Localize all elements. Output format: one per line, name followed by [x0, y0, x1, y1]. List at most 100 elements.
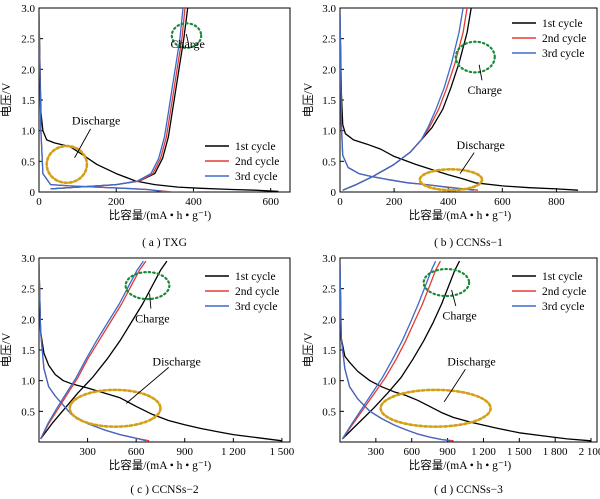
x-tick-label: 600 — [128, 446, 145, 458]
x-tick-label: 900 — [176, 446, 193, 458]
y-tick-label: 2.5 — [21, 34, 35, 46]
x-tick-label: 0 — [337, 196, 343, 208]
y-tick-label: 2.5 — [21, 284, 35, 296]
y-axis-label: 电压/V — [0, 82, 13, 117]
x-axis-label: 比容量/(mA • h • g⁻¹) — [409, 208, 512, 222]
legend-label: 1st cycle — [542, 271, 583, 283]
discharge-label: Discharge — [456, 138, 504, 152]
panel-caption: ( c ) CCNSs−2 — [130, 484, 198, 496]
charge-ellipse — [454, 40, 496, 74]
panel-caption: ( b ) CCNSs−1 — [434, 237, 503, 249]
legend-label: 1st cycle — [235, 141, 276, 153]
y-tick-label: 0 — [331, 187, 337, 199]
y-tick-label: 2.0 — [322, 64, 336, 76]
y-tick-label: 0.5 — [322, 406, 336, 418]
series-line-1st-cycle-charge — [342, 8, 472, 191]
x-tick-label: 1 500 — [507, 446, 532, 458]
series-line-3rd-cycle — [39, 14, 198, 192]
series-line-1st-cycle — [39, 264, 282, 442]
y-axis-label: 电压/V — [302, 332, 315, 367]
y-tick-label: 3.0 — [21, 253, 35, 265]
x-tick-label: 1 200 — [221, 446, 246, 458]
charge-label: Charge — [170, 37, 204, 51]
x-axis-label: 比容量/(mA • h • g⁻¹) — [409, 458, 512, 472]
y-tick-label: 0.5 — [21, 156, 35, 168]
x-tick-label: 200 — [108, 196, 125, 208]
legend-label: 1st cycle — [542, 18, 583, 30]
y-tick-label: 0.5 — [322, 156, 336, 168]
discharge-ellipse — [418, 168, 484, 192]
x-tick-label: 1 800 — [543, 446, 568, 458]
x-tick-label: 2 100 — [579, 446, 600, 458]
x-tick-label: 1 500 — [270, 446, 295, 458]
panel-caption: ( d ) CCNSs−3 — [434, 484, 503, 496]
series-line-2nd-cycle-charge — [341, 260, 441, 440]
series-group — [340, 8, 579, 191]
x-axis-label: 比容量/(mA • h • g⁻¹) — [109, 208, 212, 222]
discharge-ellipse — [379, 388, 492, 428]
x-tick-label: 800 — [548, 196, 565, 208]
y-tick-label: 2.0 — [21, 314, 35, 326]
annotation-leader — [478, 64, 483, 81]
series-line-2nd-cycle-charge — [50, 8, 186, 190]
y-axis-label: 电压/V — [0, 332, 13, 367]
legend-label: 1st cycle — [235, 271, 276, 283]
panel-b-ccnss-1: 0 200 400 600 800 0 0.5 1.0 1.5 2.0 2.5 3.0 比容量/(mA … — [302, 3, 598, 249]
legend-label: 2nd cycle — [542, 33, 586, 45]
y-tick-label: 2.0 — [322, 314, 336, 326]
charge-ellipse — [124, 271, 171, 301]
x-tick-label: 400 — [185, 196, 202, 208]
legend-label: 3rd cycle — [542, 48, 584, 60]
charge-label: Charge — [442, 308, 476, 322]
series-line-3rd-cycle — [340, 264, 451, 442]
y-tick-label: 0 — [30, 187, 36, 199]
x-tick-label: 0 — [36, 196, 42, 208]
annotation-leader — [443, 369, 466, 403]
discharge-label: Discharge — [72, 114, 120, 128]
discharge-ellipse — [68, 388, 162, 428]
annotation-leader — [74, 128, 91, 158]
y-tick-label: 2.5 — [322, 284, 336, 296]
series-group — [39, 8, 279, 192]
discharge-label: Discharge — [447, 354, 495, 368]
legend-label: 2nd cycle — [235, 286, 279, 298]
series-line-3rd-cycle-charge — [342, 8, 464, 191]
series-line-1st-cycle-charge — [341, 260, 461, 440]
x-tick-label: 300 — [79, 446, 96, 458]
annotation-leader — [451, 289, 457, 307]
x-tick-label: 400 — [440, 196, 457, 208]
x-tick-label: 1 200 — [471, 446, 496, 458]
charge-label: Charge — [468, 83, 502, 97]
y-tick-label: 1.0 — [21, 376, 35, 388]
y-tick-label: 2.5 — [322, 34, 336, 46]
y-tick-label: 1.0 — [322, 376, 336, 388]
annotation-leader — [149, 293, 152, 309]
annotation-leader — [185, 33, 189, 44]
discharge-ellipse — [45, 144, 89, 185]
series-line-3rd-cycle-charge — [50, 8, 184, 190]
series-line-1st-cycle — [340, 264, 592, 442]
y-tick-label: 1.0 — [322, 126, 336, 138]
series-line-3rd-cycle — [39, 264, 147, 442]
series-line-2nd-cycle-charge — [342, 8, 468, 191]
legend-label: 3rd cycle — [235, 301, 277, 313]
y-tick-label: 1.5 — [21, 95, 35, 107]
legend-label: 3rd cycle — [542, 301, 584, 313]
x-tick-label: 600 — [494, 196, 511, 208]
x-tick-label: 200 — [386, 196, 403, 208]
annotation-leader — [125, 367, 169, 404]
x-tick-label: 300 — [368, 446, 385, 458]
series-line-2nd-cycle — [39, 264, 150, 442]
charge-ellipse — [422, 267, 471, 298]
panel-caption: ( a ) TXG — [142, 237, 187, 249]
series-line-2nd-cycle-charge — [40, 260, 147, 440]
charge-ellipse — [170, 22, 203, 49]
series-line-1st-cycle — [39, 14, 279, 192]
y-tick-label: 3.0 — [322, 253, 336, 265]
panel-c-ccnss-2: 300 600 900 1 200 1 500 0.5 1.0 1.5 2.0 2.5 3.0 比容量… — [0, 253, 295, 496]
legend-label: 3rd cycle — [235, 171, 277, 183]
x-tick-label: 600 — [262, 196, 279, 208]
y-tick-label: 3.0 — [322, 3, 336, 15]
discharge-label: Discharge — [152, 354, 200, 368]
